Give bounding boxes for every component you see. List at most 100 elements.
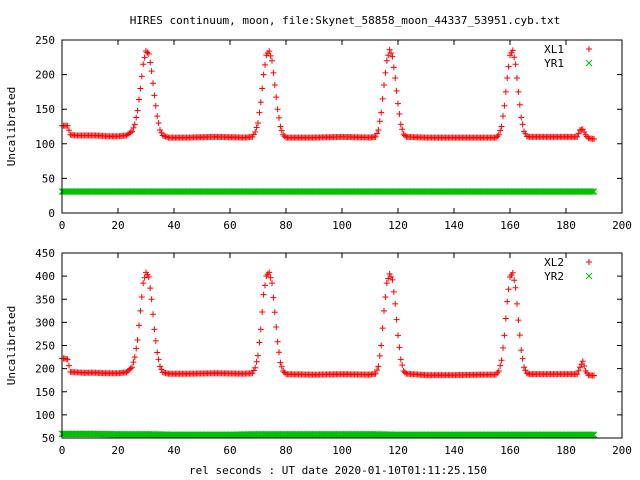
legend-label: XL2: [544, 256, 564, 269]
y-tick-label: 400: [35, 270, 55, 283]
data-point: [579, 126, 586, 133]
series-yr1: [58, 188, 598, 195]
plot-frame: [61, 39, 623, 214]
data-point: [505, 63, 512, 70]
data-point: [518, 347, 525, 354]
data-point: [590, 431, 598, 439]
data-point: [151, 326, 158, 333]
data-point: [393, 316, 400, 323]
y-tick-label: 450: [35, 247, 55, 260]
data-point: [123, 369, 130, 376]
x-tick-label: 120: [388, 219, 408, 232]
data-point: [157, 363, 163, 370]
data-point: [402, 132, 408, 139]
chart-panel-1: 0 20 40 60 80 100 120 140 160 180 200 0 50 100 150 200 2…: [5, 34, 632, 232]
data-point: [378, 342, 385, 349]
data-point: [591, 135, 597, 142]
data-point: [514, 75, 520, 82]
data-point: [158, 366, 165, 373]
data-point: [502, 88, 509, 95]
data-point: [267, 52, 274, 59]
data-point: [273, 94, 280, 101]
y-axis-label: Uncalibrated: [5, 87, 18, 166]
data-point: [137, 85, 144, 92]
data-point: [392, 300, 399, 307]
data-point: [581, 129, 588, 136]
data-point: [382, 69, 389, 76]
data-point: [145, 50, 152, 57]
data-point: [252, 129, 259, 136]
y-tick-label: 100: [35, 409, 55, 422]
data-point: [152, 102, 159, 109]
x-tick-label: 160: [500, 444, 520, 457]
data-point: [273, 324, 280, 330]
data-point: [271, 309, 278, 316]
x-tick-label: 60: [223, 219, 236, 232]
data-point: [129, 128, 135, 135]
data-point: [497, 127, 504, 134]
chart-title: HIRES continuum, moon, file:Skynet_58858…: [130, 14, 560, 27]
data-point: [150, 311, 156, 318]
data-point: [498, 357, 505, 364]
x-tick-label: 80: [279, 219, 292, 232]
y-tick-label: 250: [35, 340, 55, 353]
x-tick-label: 20: [111, 444, 124, 457]
data-point: [495, 367, 502, 374]
data-point: [379, 95, 386, 102]
data-point: [390, 288, 397, 295]
data-point: [514, 300, 520, 307]
data-point: [396, 344, 403, 351]
x-tick-label: 0: [59, 444, 66, 457]
data-point: [396, 111, 403, 118]
legend-marker: [586, 259, 592, 265]
data-point: [252, 364, 259, 371]
data-point: [375, 126, 382, 133]
data-point: [154, 113, 161, 120]
data-point: [575, 367, 582, 374]
data-point: [127, 129, 134, 136]
data-point: [495, 131, 502, 138]
data-point: [511, 277, 518, 284]
data-point: [500, 113, 506, 120]
legend-marker: [585, 272, 593, 280]
data-point: [274, 338, 281, 345]
series-xl1: [59, 46, 597, 142]
data-point: [136, 322, 142, 329]
x-tick-label: 60: [223, 444, 236, 457]
data-point: [392, 75, 399, 82]
data-point: [145, 274, 152, 281]
x-tick-label: 140: [444, 444, 464, 457]
data-point: [277, 123, 284, 130]
data-point: [131, 354, 138, 361]
y-tick-label: 150: [35, 103, 55, 116]
data-point: [389, 276, 396, 283]
y-tick-label: 50: [42, 172, 55, 185]
data-point: [148, 68, 155, 75]
data-point: [278, 363, 285, 370]
data-point: [147, 59, 154, 66]
data-point: [587, 431, 595, 439]
data-point: [388, 50, 394, 57]
legend-label: XL1: [544, 43, 564, 56]
data-point: [581, 363, 588, 370]
data-point: [140, 61, 147, 68]
data-point: [501, 102, 508, 109]
data-point: [259, 308, 266, 315]
data-point: [521, 364, 527, 371]
data-point: [399, 362, 406, 369]
data-point: [253, 124, 260, 131]
data-point: [589, 188, 596, 195]
data-point: [141, 54, 148, 61]
data-point: [386, 46, 393, 53]
data-point: [382, 293, 389, 300]
data-point: [399, 126, 406, 133]
data-point: [266, 48, 273, 55]
data-point: [159, 132, 166, 139]
data-point: [590, 188, 598, 195]
data-point: [515, 317, 522, 324]
data-point: [162, 133, 169, 140]
data-point: [126, 366, 133, 373]
x-tick-label: 20: [111, 219, 124, 232]
y-axis-label: Uncalibrated: [5, 306, 18, 385]
